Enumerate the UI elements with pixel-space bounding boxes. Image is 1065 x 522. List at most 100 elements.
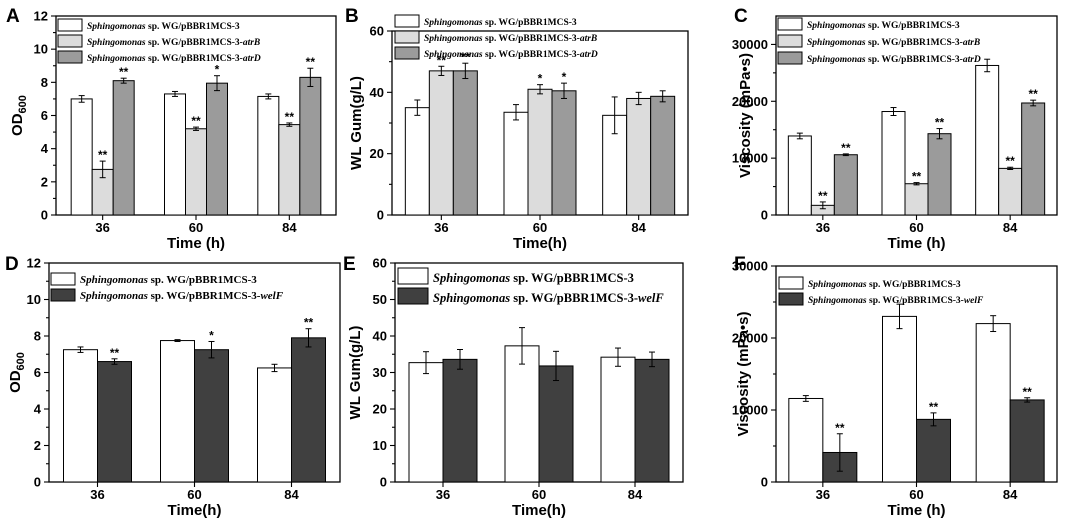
legend-entry: Sphingomonas sp. WG/pBBR1MCS-3-atrB [807, 38, 980, 48]
x-tick-label: 84 [282, 220, 297, 235]
bar [916, 418, 951, 483]
bar [787, 135, 812, 216]
bar [442, 358, 478, 483]
x-tick-label: 36 [436, 487, 450, 502]
legend-gene: welF [964, 296, 984, 306]
y-tick-label: 10 [34, 42, 48, 57]
legend-swatch [394, 14, 420, 28]
y-tick-label: 12 [34, 9, 48, 24]
x-tick-label: 84 [1003, 487, 1018, 502]
bar [452, 70, 478, 216]
legend-gene: welF [260, 290, 283, 302]
bar [527, 88, 553, 216]
bar [504, 345, 540, 483]
legend-strain: sp. WG/pBBR1MCS-3- [148, 290, 261, 302]
y-tick-label: 20 [373, 402, 387, 417]
panel-letter: E [343, 254, 356, 275]
x-tick-label: 60 [187, 487, 201, 502]
legend-entry: Sphingomonas sp. WG/pBBR1MCS-3 [807, 21, 960, 31]
bar [63, 349, 98, 483]
significance-label: ** [1022, 385, 1032, 399]
legend-gene: atrB [580, 34, 597, 44]
significance-label: * [215, 63, 220, 77]
bar [882, 315, 917, 483]
bar [650, 95, 676, 216]
legend-swatch [50, 272, 76, 286]
y-tick-label: 10000 [732, 151, 768, 166]
y-tick-label: 60 [373, 256, 387, 271]
legend-entry: Sphingomonas sp. WG/pBBR1MCS-3 [808, 280, 961, 290]
y-tick-label: 10 [373, 438, 387, 453]
bar [299, 76, 322, 216]
panel-letter: D [5, 254, 19, 275]
legend-gene: atrD [963, 55, 981, 65]
x-axis-title: Time (h) [887, 235, 945, 252]
x-tick-label: 84 [284, 487, 299, 502]
x-axis-title: Time (h) [887, 502, 945, 519]
legend-entry: Sphingomonas sp. WG/pBBR1MCS-3-welF [808, 296, 984, 306]
y-axis-title-text: OD [7, 370, 24, 393]
panel-f: F 0 10000 20000 30000 Viscosity (mPa•s) Time (… [732, 254, 1058, 519]
y-tick-label: 8 [41, 75, 48, 90]
panel-e: E 0 10 20 30 40 50 60 WL Gum(g/L) Time(h) 36 60 84 Sp… [343, 254, 684, 519]
legend-swatch [394, 30, 420, 44]
legend-genus: Sphingomonas [87, 22, 146, 32]
bar [160, 340, 195, 483]
y-tick-label: 8 [34, 329, 41, 344]
significance-label: ** [1005, 154, 1015, 168]
significance-label: ** [437, 53, 447, 67]
legend-swatch [57, 50, 83, 64]
x-tick-label: 84 [628, 487, 643, 502]
y-axis-title-text: WL Gum(g/L) [348, 76, 365, 170]
significance-label: ** [1028, 87, 1038, 101]
bar [408, 362, 444, 483]
panel-letter: A [6, 6, 20, 27]
legend-entry: Sphingomonas sp. WG/pBBR1MCS-3-atrB [87, 38, 260, 48]
legend-genus: Sphingomonas [807, 21, 866, 31]
x-tick-label: 84 [1003, 220, 1018, 235]
legend-entry: Sphingomonas sp. WG/pBBR1MCS-3-atrB [424, 34, 597, 44]
significance-label: ** [98, 148, 108, 162]
legend-entry: Sphingomonas sp. WG/pBBR1MCS-3-welF [433, 291, 664, 305]
legend-strain: sp. WG/pBBR1MCS-3- [146, 54, 243, 64]
y-tick-label: 0 [380, 475, 387, 490]
legend-swatch [57, 18, 83, 32]
y-tick-label: 4 [34, 402, 42, 417]
panel-letter: F [734, 254, 746, 275]
y-tick-label: 2 [34, 438, 41, 453]
x-tick-label: 36 [434, 220, 448, 235]
y-axis-title: WL Gum(g/L) [348, 76, 365, 170]
y-tick-label: 10 [27, 292, 41, 307]
bar [1021, 102, 1046, 216]
panel-letter: C [734, 6, 748, 27]
bar [626, 97, 652, 216]
legend-genus: Sphingomonas [80, 274, 148, 286]
y-tick-label: 20000 [732, 331, 768, 346]
legend-swatch [777, 17, 803, 31]
y-tick-label: 6 [41, 108, 48, 123]
y-tick-label: 30000 [732, 37, 768, 52]
bar [998, 167, 1023, 216]
x-axis-title: Time (h) [167, 235, 225, 252]
bar [70, 98, 93, 216]
x-tick-label: 36 [90, 487, 104, 502]
x-tick-label: 36 [816, 220, 830, 235]
bar [257, 95, 280, 216]
legend-genus: Sphingomonas [87, 38, 146, 48]
y-axis-title-text: WL Gum(g/L) [347, 326, 364, 420]
legend-swatch [777, 34, 803, 48]
x-axis-title: Time(h) [513, 235, 567, 252]
legend-gene: atrB [243, 38, 260, 48]
y-tick-label: 40 [373, 329, 387, 344]
legend-strain: sp. WG/pBBR1MCS-3 [867, 280, 961, 290]
legend-strain: sp. WG/pBBR1MCS-3- [867, 296, 964, 306]
x-tick-label: 36 [816, 487, 830, 502]
legend-genus: Sphingomonas [808, 296, 867, 306]
bar [428, 70, 454, 216]
legend-strain: sp. WG/pBBR1MCS-3 [510, 271, 634, 285]
legend-entry: Sphingomonas sp. WG/pBBR1MCS-3-welF [80, 290, 284, 302]
legend-strain: sp. WG/pBBR1MCS-3- [866, 55, 963, 65]
legend-entry: Sphingomonas sp. WG/pBBR1MCS-3-atrD [87, 54, 261, 64]
